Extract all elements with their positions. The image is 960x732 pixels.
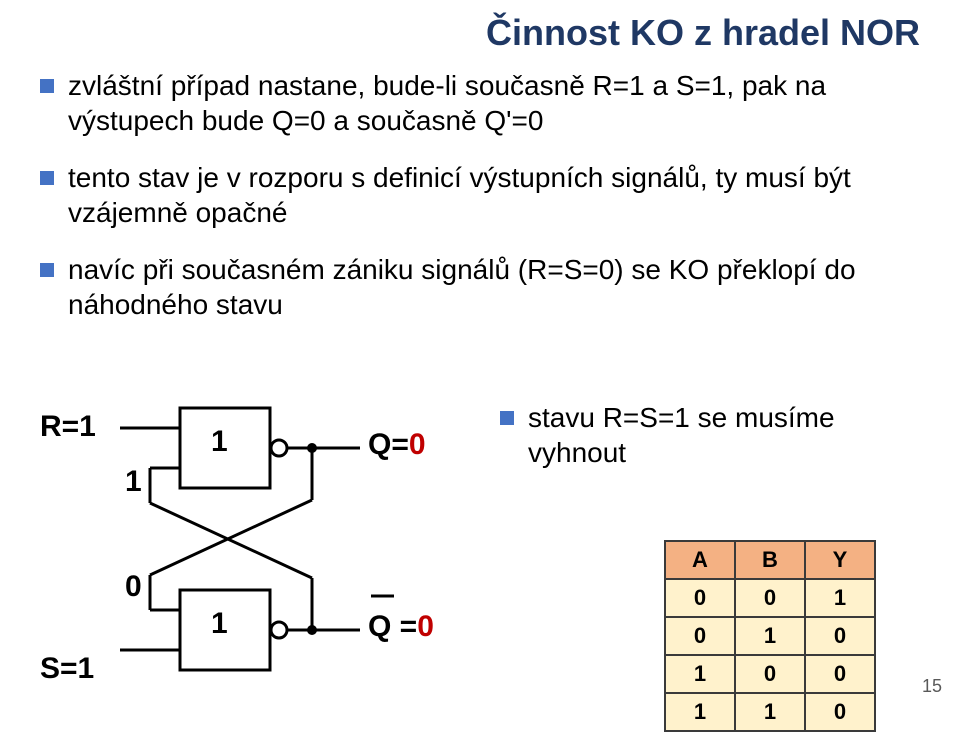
qbar-output-label: Q =0: [368, 610, 434, 644]
q-output-label: Q=0: [368, 428, 426, 462]
list-item: tento stav je v rozporu s definicí výstu…: [40, 160, 920, 230]
bottom-gate-value: 1: [211, 607, 228, 641]
table-row: 0 0 1: [665, 579, 875, 617]
cell: 1: [735, 693, 805, 731]
list-item: zvláštní případ nastane, bude-li současn…: [40, 68, 920, 138]
col-b: B: [735, 541, 805, 579]
table-row: 1 1 0: [665, 693, 875, 731]
table-row: 1 0 0: [665, 655, 875, 693]
cell: 1: [805, 579, 875, 617]
top-feedback-value: 1: [125, 465, 142, 499]
bullet-square-icon: [500, 411, 514, 425]
cell: 0: [665, 579, 735, 617]
bullet-text: tento stav je v rozporu s definicí výstu…: [68, 160, 920, 230]
table-header-row: A B Y: [665, 541, 875, 579]
q-value: 0: [409, 428, 426, 461]
bullet-text: navíc při současném zániku signálů (R=S=…: [68, 252, 920, 322]
top-gate-value: 1: [211, 425, 228, 459]
cell: 0: [735, 655, 805, 693]
bottom-feedback-value: 0: [125, 570, 142, 604]
qbar-label: Q =: [368, 610, 417, 643]
bullet-text: stavu R=S=1 se musíme vyhnout: [528, 400, 920, 470]
slide-title: Činnost KO z hradel NOR: [486, 12, 920, 54]
cell: 0: [805, 693, 875, 731]
list-item: stavu R=S=1 se musíme vyhnout: [500, 400, 920, 470]
cell: 1: [665, 693, 735, 731]
bullet-square-icon: [40, 263, 54, 277]
table-row: 0 1 0: [665, 617, 875, 655]
bullet-text: zvláštní případ nastane, bude-li současn…: [68, 68, 920, 138]
bullet-list: zvláštní případ nastane, bude-li současn…: [40, 68, 920, 344]
cell: 0: [805, 655, 875, 693]
nor-truth-table: A B Y 0 0 1 0 1 0 1 0 0 1 1 0: [664, 540, 876, 732]
bullet-square-icon: [40, 79, 54, 93]
list-item: navíc při současném zániku signálů (R=S=…: [40, 252, 920, 322]
q-label: Q=: [368, 428, 409, 461]
cell: 0: [805, 617, 875, 655]
r-input-label: R=1: [40, 410, 96, 444]
page-number: 15: [922, 676, 942, 697]
cell: 1: [735, 617, 805, 655]
qbar-value: 0: [417, 610, 434, 643]
nor-latch-diagram: R=1 S=1 1 1 0 1 Q=0 Q =0: [40, 400, 460, 690]
bullet-square-icon: [40, 171, 54, 185]
cell: 1: [665, 655, 735, 693]
cell: 0: [665, 617, 735, 655]
col-a: A: [665, 541, 735, 579]
s-input-label: S=1: [40, 652, 94, 686]
col-y: Y: [805, 541, 875, 579]
right-note: stavu R=S=1 se musíme vyhnout: [500, 400, 920, 482]
cell: 0: [735, 579, 805, 617]
